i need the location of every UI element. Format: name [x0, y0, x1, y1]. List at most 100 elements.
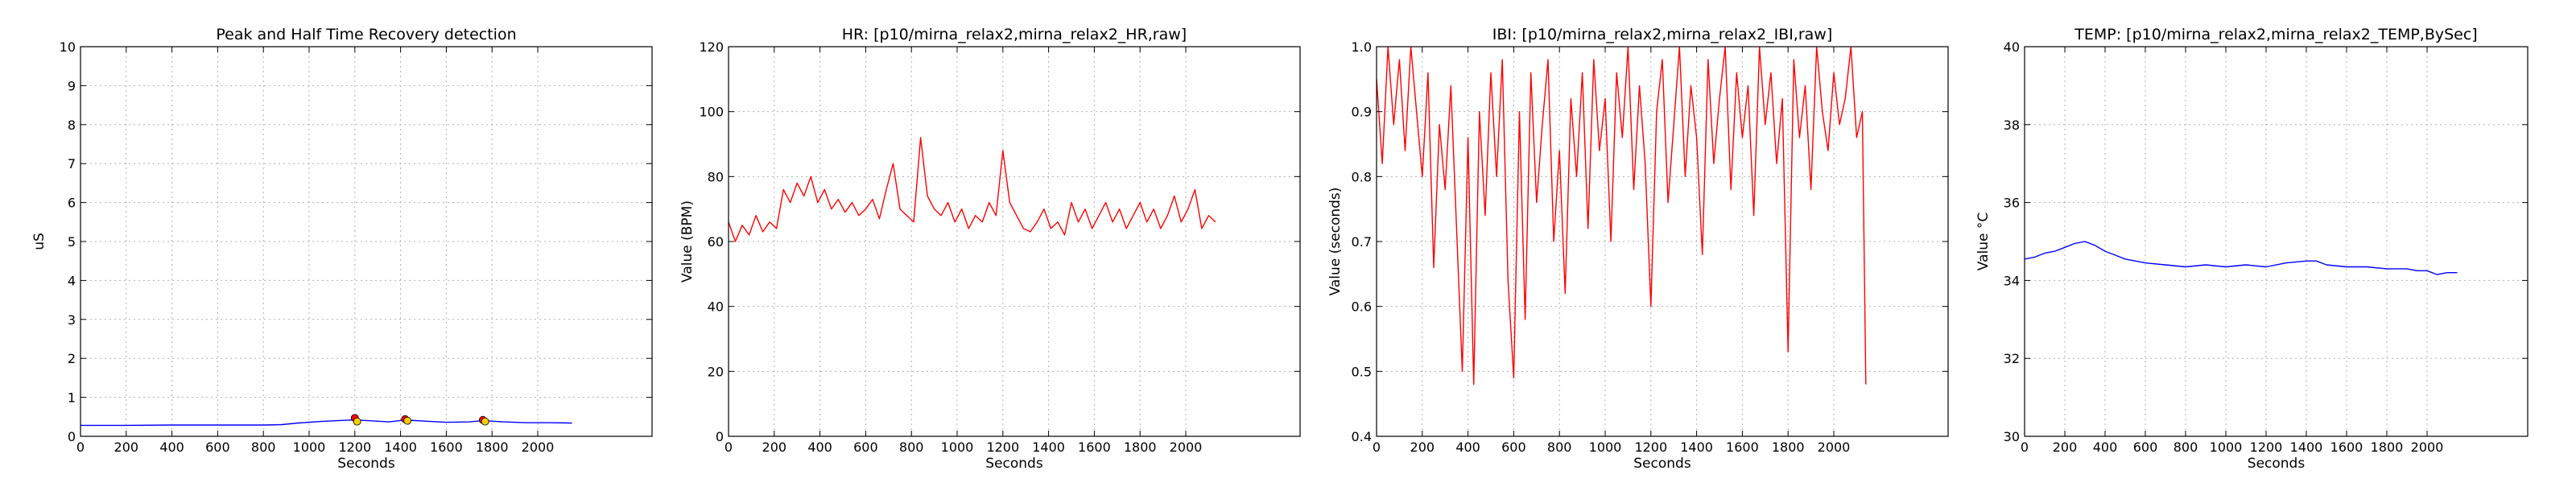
y-tick-label: 0.4: [1352, 429, 1372, 444]
y-tick-label: 1.0: [1352, 39, 1372, 55]
chart-title: HR: [p10/mirna_relax2,mirna_relax2_HR,ra…: [842, 26, 1187, 43]
x-tick-label: 800: [899, 440, 924, 455]
x-tick-label: 2000: [1818, 440, 1851, 455]
y-tick-label: 32: [2004, 351, 2020, 366]
x-tick-label: 1400: [1680, 440, 1713, 455]
x-tick-label: 0: [76, 440, 85, 455]
x-tick-label: 1200: [338, 440, 371, 455]
y-tick-label: 38: [2004, 118, 2020, 133]
x-tick-label: 1400: [2290, 440, 2323, 455]
y-tick-label: 40: [2004, 39, 2020, 55]
y-axis-label: uS: [31, 233, 47, 250]
y-tick-label: 3: [68, 312, 76, 328]
gridlines: [728, 46, 1300, 437]
plot-frame: [2024, 46, 2529, 437]
chart-panel-1: 0 200 400 600 800 1000 1200 1400 1600 1800 2000 0 1 2…: [31, 26, 653, 472]
x-tick-label: 800: [2174, 440, 2198, 455]
x-tick-label: 1800: [1124, 440, 1157, 455]
x-tick-label: 200: [762, 440, 787, 455]
y-tick-label: 0.6: [1352, 299, 1372, 315]
x-tick-label: 400: [1455, 440, 1480, 455]
x-tick-label: 600: [853, 440, 878, 455]
x-tick-label: 1000: [1589, 440, 1622, 455]
y-tick-label: 120: [699, 39, 724, 55]
x-tick-label: 1200: [1634, 440, 1667, 455]
y-tick-label: 6: [68, 196, 76, 211]
x-tick-label: 1600: [1078, 440, 1111, 455]
y-axis-label: Value °C: [1975, 213, 1992, 270]
y-tick-label: 20: [708, 364, 724, 379]
y-tick-label: 0.8: [1352, 169, 1372, 184]
gridlines: [1376, 46, 1948, 437]
gridlines: [2024, 46, 2528, 437]
x-tick-label: 1800: [1772, 440, 1805, 455]
x-tick-label: 2000: [522, 440, 555, 455]
gridlines: [80, 46, 652, 437]
y-tick-label: 0: [716, 429, 724, 444]
y-tick-label: 80: [708, 169, 724, 184]
x-tick-label: 1600: [2330, 440, 2363, 455]
x-tick-label: 2000: [1170, 440, 1203, 455]
x-axis-label: Seconds: [337, 456, 395, 472]
chart-title: IBI: [p10/mirna_relax2,mirna_relax2_IBI,…: [1492, 26, 1833, 43]
series-line-1: [1377, 47, 1867, 386]
y-tick-label: 8: [68, 118, 76, 133]
y-tick-label: 0.5: [1352, 364, 1372, 379]
x-tick-label: 1000: [293, 440, 326, 455]
y-tick-label: 0: [68, 429, 76, 444]
y-tick-label: 40: [708, 299, 724, 315]
x-tick-label: 1000: [941, 440, 974, 455]
x-axis-label: Seconds: [2248, 456, 2306, 472]
y-tick-label: 30: [2004, 429, 2020, 444]
y-tick-label: 7: [68, 156, 76, 171]
x-tick-label: 600: [1501, 440, 1526, 455]
chart-panel-4: 0 200 400 600 800 1000 1200 1400 1600 1800 2000 30 3…: [1975, 26, 2529, 472]
x-tick-label: 400: [159, 440, 184, 455]
y-tick-label: 0.7: [1352, 234, 1372, 250]
chart-panel-3: 0 200 400 600 800 1000 1200 1400 1600 1800 2000 0.4…: [1327, 26, 1949, 472]
series-line-1: [2025, 241, 2458, 275]
x-tick-label: 0: [1373, 440, 1381, 455]
x-tick-label: 600: [2133, 440, 2158, 455]
y-axis-label: Value (BPM): [679, 200, 696, 283]
series-line-1: [729, 137, 1216, 242]
y-tick-label: 60: [708, 234, 724, 250]
chart-title: Peak and Half Time Recovery detection: [216, 26, 516, 43]
x-tick-label: 1200: [986, 440, 1019, 455]
x-axis-label: Seconds: [1633, 456, 1691, 472]
x-tick-label: 0: [2021, 440, 2029, 455]
x-tick-label: 200: [2053, 440, 2078, 455]
x-tick-label: 1400: [1032, 440, 1065, 455]
x-tick-label: 1400: [384, 440, 417, 455]
x-tick-label: 2000: [2411, 440, 2444, 455]
y-tick-label: 36: [2004, 196, 2020, 211]
chart-panel-2: 0 200 400 600 800 1000 1200 1400 1600 1800 2000 0 20…: [679, 26, 1301, 472]
x-tick-label: 1000: [2210, 440, 2243, 455]
y-tick-label: 1: [68, 390, 76, 406]
y-tick-label: 34: [2004, 273, 2020, 288]
marker-point: [403, 416, 412, 425]
x-tick-label: 800: [1547, 440, 1572, 455]
marker-point: [353, 417, 361, 426]
y-tick-label: 2: [68, 351, 76, 366]
marker-point: [481, 417, 489, 426]
y-tick-label: 10: [60, 39, 76, 55]
y-tick-label: 5: [68, 234, 76, 250]
x-tick-label: 0: [724, 440, 733, 455]
x-tick-label: 400: [807, 440, 832, 455]
x-tick-label: 200: [114, 440, 139, 455]
y-tick-label: 4: [68, 273, 76, 288]
x-tick-label: 1800: [476, 440, 509, 455]
x-tick-label: 400: [2093, 440, 2118, 455]
y-axis-label: Value (seconds): [1327, 188, 1344, 296]
x-tick-label: 200: [1410, 440, 1435, 455]
x-tick-label: 600: [205, 440, 230, 455]
series-line-1: [80, 419, 572, 427]
y-tick-label: 100: [699, 105, 724, 120]
x-axis-label: Seconds: [985, 456, 1043, 472]
x-tick-label: 1600: [1726, 440, 1759, 455]
y-tick-label: 9: [68, 78, 76, 93]
chart-title: TEMP: [p10/mirna_relax2,mirna_relax2_TEM…: [2074, 26, 2477, 43]
y-tick-label: 0.9: [1352, 105, 1372, 120]
